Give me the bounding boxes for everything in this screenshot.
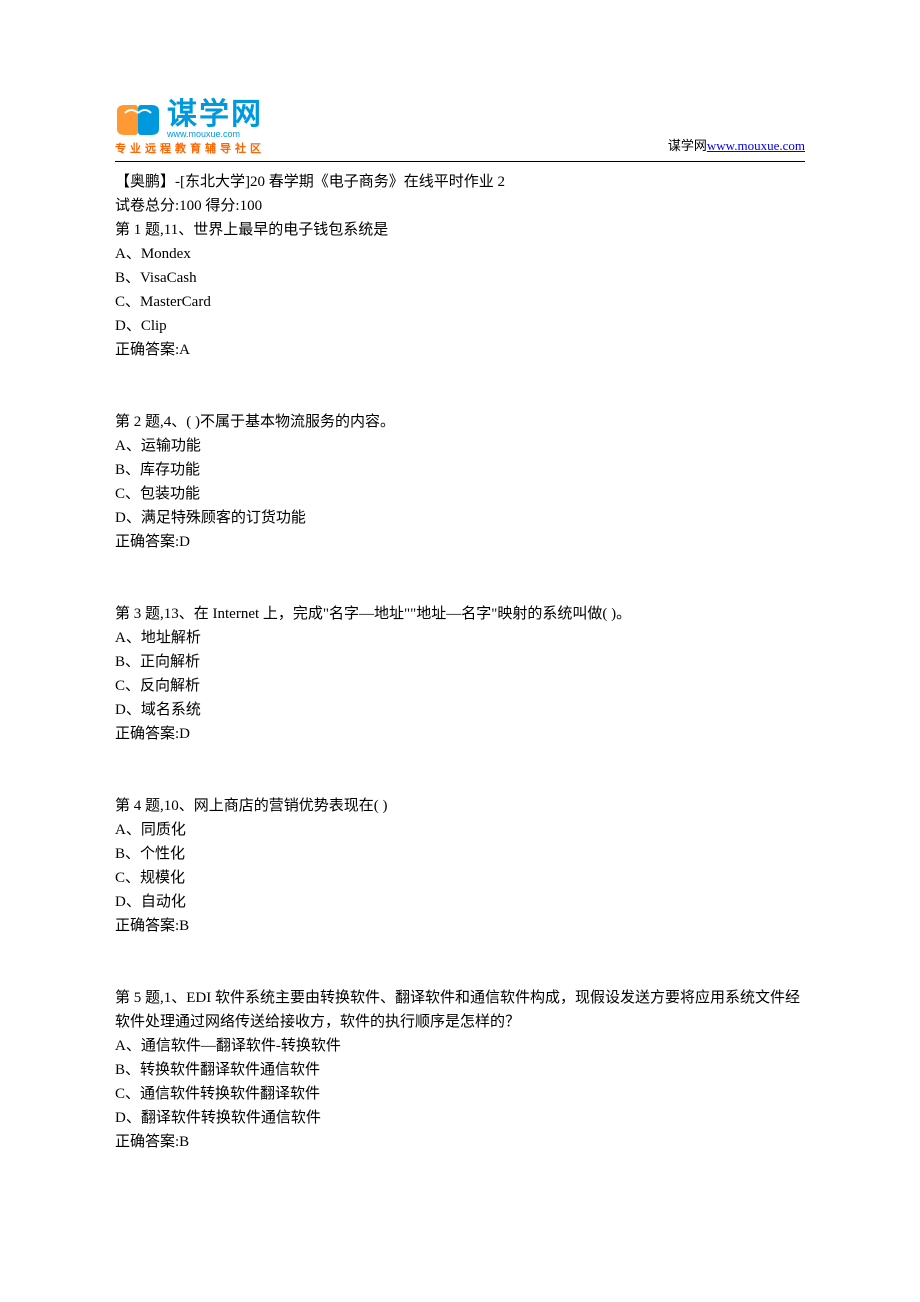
question-block: 第 3 题,13、在 Internet 上，完成"名字—地址""地址—名字"映射…	[115, 602, 805, 746]
question-option: A、同质化	[115, 818, 805, 842]
question-answer: 正确答案:B	[115, 1130, 805, 1154]
logo-book-icon	[115, 101, 161, 139]
question-option: A、通信软件—翻译软件-转换软件	[115, 1034, 805, 1058]
question-block: 第 1 题,11、世界上最早的电子钱包系统是A、MondexB、VisaCash…	[115, 218, 805, 362]
question-block: 第 5 题,1、EDI 软件系统主要由转换软件、翻译软件和通信软件构成，现假设发…	[115, 986, 805, 1154]
question-option: A、运输功能	[115, 434, 805, 458]
logo-main-text: 谋学网	[167, 100, 263, 130]
question-answer: 正确答案:D	[115, 530, 805, 554]
question-block: 第 2 题,4、( )不属于基本物流服务的内容。A、运输功能B、库存功能C、包装…	[115, 410, 805, 554]
logo-block: 谋学网 www.mouxue.com 专业远程教育辅导社区	[115, 100, 265, 159]
score-line: 试卷总分:100 得分:100	[115, 194, 805, 218]
page-header: 谋学网 www.mouxue.com 专业远程教育辅导社区 谋学网www.mou…	[115, 100, 805, 162]
question-prompt: 第 4 题,10、网上商店的营销优势表现在( )	[115, 794, 805, 818]
header-link[interactable]: www.mouxue.com	[707, 138, 805, 153]
header-right-prefix: 谋学网	[668, 138, 707, 153]
question-answer: 正确答案:A	[115, 338, 805, 362]
title-line: 【奥鹏】-[东北大学]20 春学期《电子商务》在线平时作业 2	[115, 170, 805, 194]
logo-text-group: 谋学网 www.mouxue.com	[167, 100, 263, 139]
logo-tagline: 专业远程教育辅导社区	[115, 141, 265, 159]
question-option: B、个性化	[115, 842, 805, 866]
logo-url-text: www.mouxue.com	[167, 130, 263, 139]
question-option: C、通信软件转换软件翻译软件	[115, 1082, 805, 1106]
question-option: D、自动化	[115, 890, 805, 914]
question-option: C、反向解析	[115, 674, 805, 698]
question-block: 第 4 题,10、网上商店的营销优势表现在( )A、同质化B、个性化C、规模化D…	[115, 794, 805, 938]
question-option: D、Clip	[115, 314, 805, 338]
question-prompt: 第 2 题,4、( )不属于基本物流服务的内容。	[115, 410, 805, 434]
question-prompt: 第 5 题,1、EDI 软件系统主要由转换软件、翻译软件和通信软件构成，现假设发…	[115, 986, 805, 1034]
question-option: B、正向解析	[115, 650, 805, 674]
question-option: A、地址解析	[115, 626, 805, 650]
question-answer: 正确答案:D	[115, 722, 805, 746]
question-option: A、Mondex	[115, 242, 805, 266]
question-answer: 正确答案:B	[115, 914, 805, 938]
questions-container: 第 1 题,11、世界上最早的电子钱包系统是A、MondexB、VisaCash…	[115, 218, 805, 1154]
question-option: C、MasterCard	[115, 290, 805, 314]
question-option: D、满足特殊顾客的订货功能	[115, 506, 805, 530]
question-option: D、翻译软件转换软件通信软件	[115, 1106, 805, 1130]
content: 【奥鹏】-[东北大学]20 春学期《电子商务》在线平时作业 2 试卷总分:100…	[115, 170, 805, 1154]
question-option: C、包装功能	[115, 482, 805, 506]
header-right: 谋学网www.mouxue.com	[668, 136, 805, 159]
logo-top: 谋学网 www.mouxue.com	[115, 100, 265, 139]
question-option: C、规模化	[115, 866, 805, 890]
question-option: B、库存功能	[115, 458, 805, 482]
question-option: B、转换软件翻译软件通信软件	[115, 1058, 805, 1082]
page-container: 谋学网 www.mouxue.com 专业远程教育辅导社区 谋学网www.mou…	[0, 0, 920, 1154]
question-prompt: 第 1 题,11、世界上最早的电子钱包系统是	[115, 218, 805, 242]
question-option: B、VisaCash	[115, 266, 805, 290]
question-option: D、域名系统	[115, 698, 805, 722]
question-prompt: 第 3 题,13、在 Internet 上，完成"名字—地址""地址—名字"映射…	[115, 602, 805, 626]
